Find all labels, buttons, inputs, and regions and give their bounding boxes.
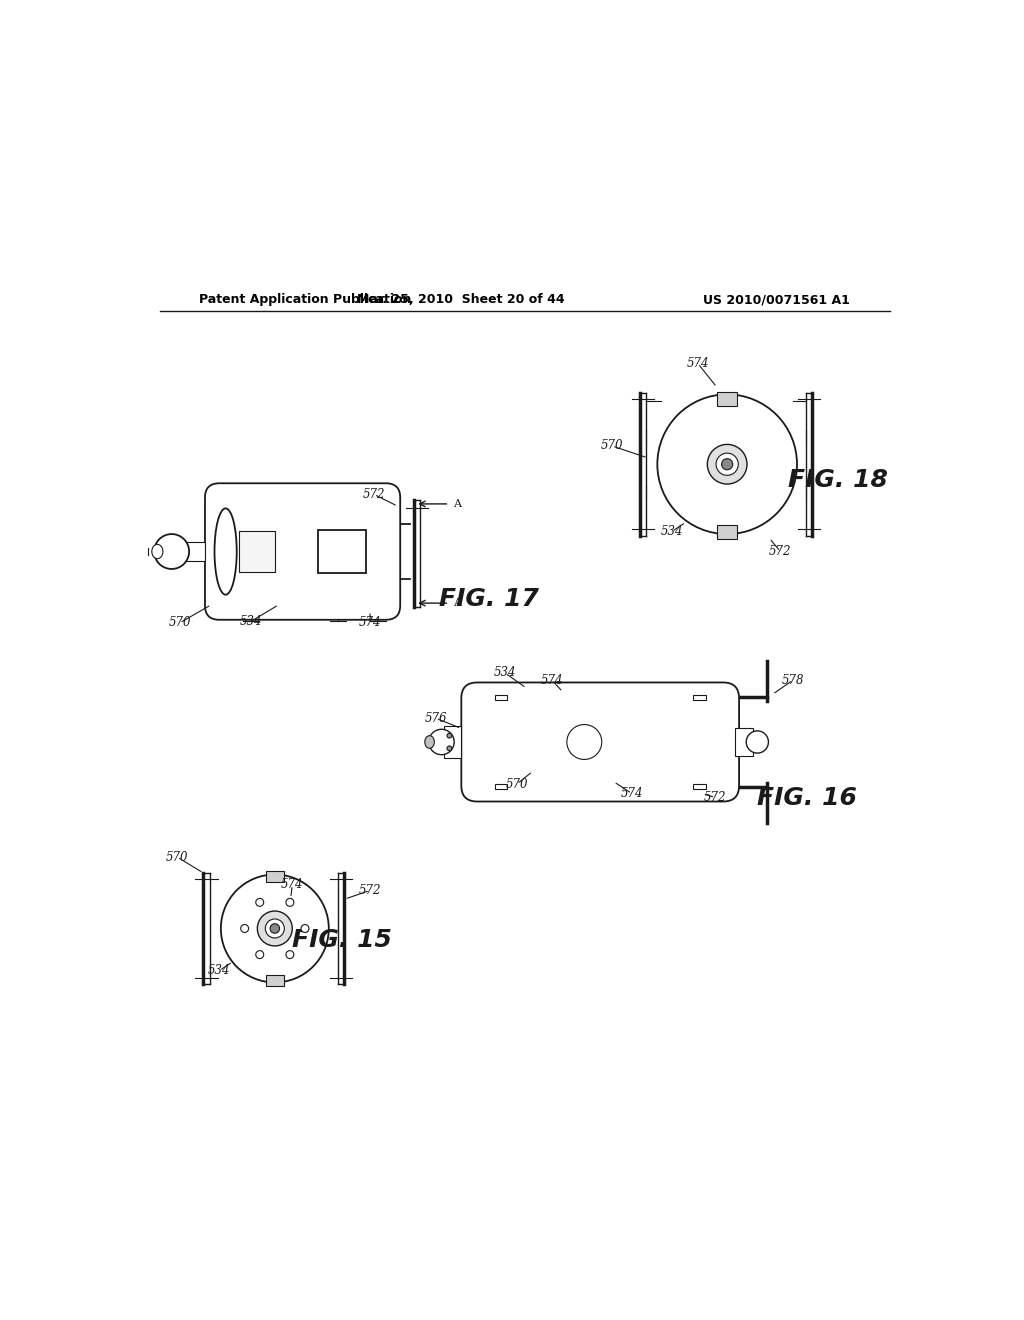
Circle shape [301, 924, 309, 932]
Bar [443, 726, 461, 758]
Text: A: A [454, 598, 462, 609]
Text: 574: 574 [541, 673, 563, 686]
Circle shape [241, 924, 249, 932]
Text: US 2010/0071561 A1: US 2010/0071561 A1 [703, 293, 850, 306]
Bar [693, 784, 706, 789]
Text: 574: 574 [621, 787, 643, 800]
Text: FIG. 16: FIG. 16 [757, 785, 856, 809]
Circle shape [155, 535, 189, 569]
Circle shape [257, 911, 292, 946]
Ellipse shape [425, 735, 434, 748]
Ellipse shape [152, 544, 163, 558]
Bar [495, 784, 507, 789]
FancyBboxPatch shape [461, 682, 739, 801]
Text: 534: 534 [208, 964, 230, 977]
Bar [717, 392, 737, 407]
Circle shape [746, 731, 768, 754]
Text: Patent Application Publication: Patent Application Publication [200, 293, 412, 306]
Text: 572: 572 [362, 488, 385, 500]
Text: 576: 576 [425, 711, 447, 725]
Text: 570: 570 [166, 850, 188, 863]
Circle shape [286, 950, 294, 958]
Text: 534: 534 [240, 615, 262, 628]
Circle shape [722, 458, 733, 470]
Bar [266, 974, 284, 986]
Text: 572: 572 [769, 545, 792, 558]
Text: 570: 570 [506, 777, 528, 791]
Circle shape [270, 924, 280, 933]
Circle shape [256, 899, 264, 907]
Bar [318, 529, 367, 573]
Text: 570: 570 [601, 440, 624, 453]
Bar [735, 727, 753, 756]
Bar [266, 871, 284, 883]
Circle shape [286, 899, 294, 907]
Bar [240, 531, 274, 572]
Circle shape [708, 445, 748, 484]
Circle shape [716, 453, 738, 475]
FancyBboxPatch shape [205, 483, 400, 620]
Bar [495, 696, 507, 700]
Text: FIG. 17: FIG. 17 [439, 587, 539, 611]
Circle shape [447, 746, 452, 751]
Text: FIG. 18: FIG. 18 [788, 469, 888, 492]
Bar [717, 524, 737, 539]
Text: Mar. 25, 2010  Sheet 20 of 44: Mar. 25, 2010 Sheet 20 of 44 [357, 293, 565, 306]
Text: A: A [454, 499, 462, 510]
Bar [179, 543, 205, 561]
Text: 578: 578 [781, 673, 804, 686]
Text: 574: 574 [281, 878, 303, 891]
Text: 534: 534 [494, 667, 516, 680]
Circle shape [429, 729, 455, 755]
Circle shape [265, 919, 285, 939]
Circle shape [567, 725, 602, 759]
Text: FIG. 15: FIG. 15 [292, 928, 392, 953]
Bar [693, 696, 706, 700]
Circle shape [221, 875, 329, 982]
Text: 574: 574 [686, 356, 709, 370]
Circle shape [657, 395, 797, 535]
Ellipse shape [214, 508, 237, 595]
Text: 574: 574 [358, 616, 381, 630]
Text: 572: 572 [705, 791, 726, 804]
Text: 572: 572 [358, 884, 381, 896]
Text: 570: 570 [168, 616, 190, 630]
Circle shape [447, 734, 452, 738]
Circle shape [256, 950, 264, 958]
Text: 534: 534 [660, 525, 683, 539]
